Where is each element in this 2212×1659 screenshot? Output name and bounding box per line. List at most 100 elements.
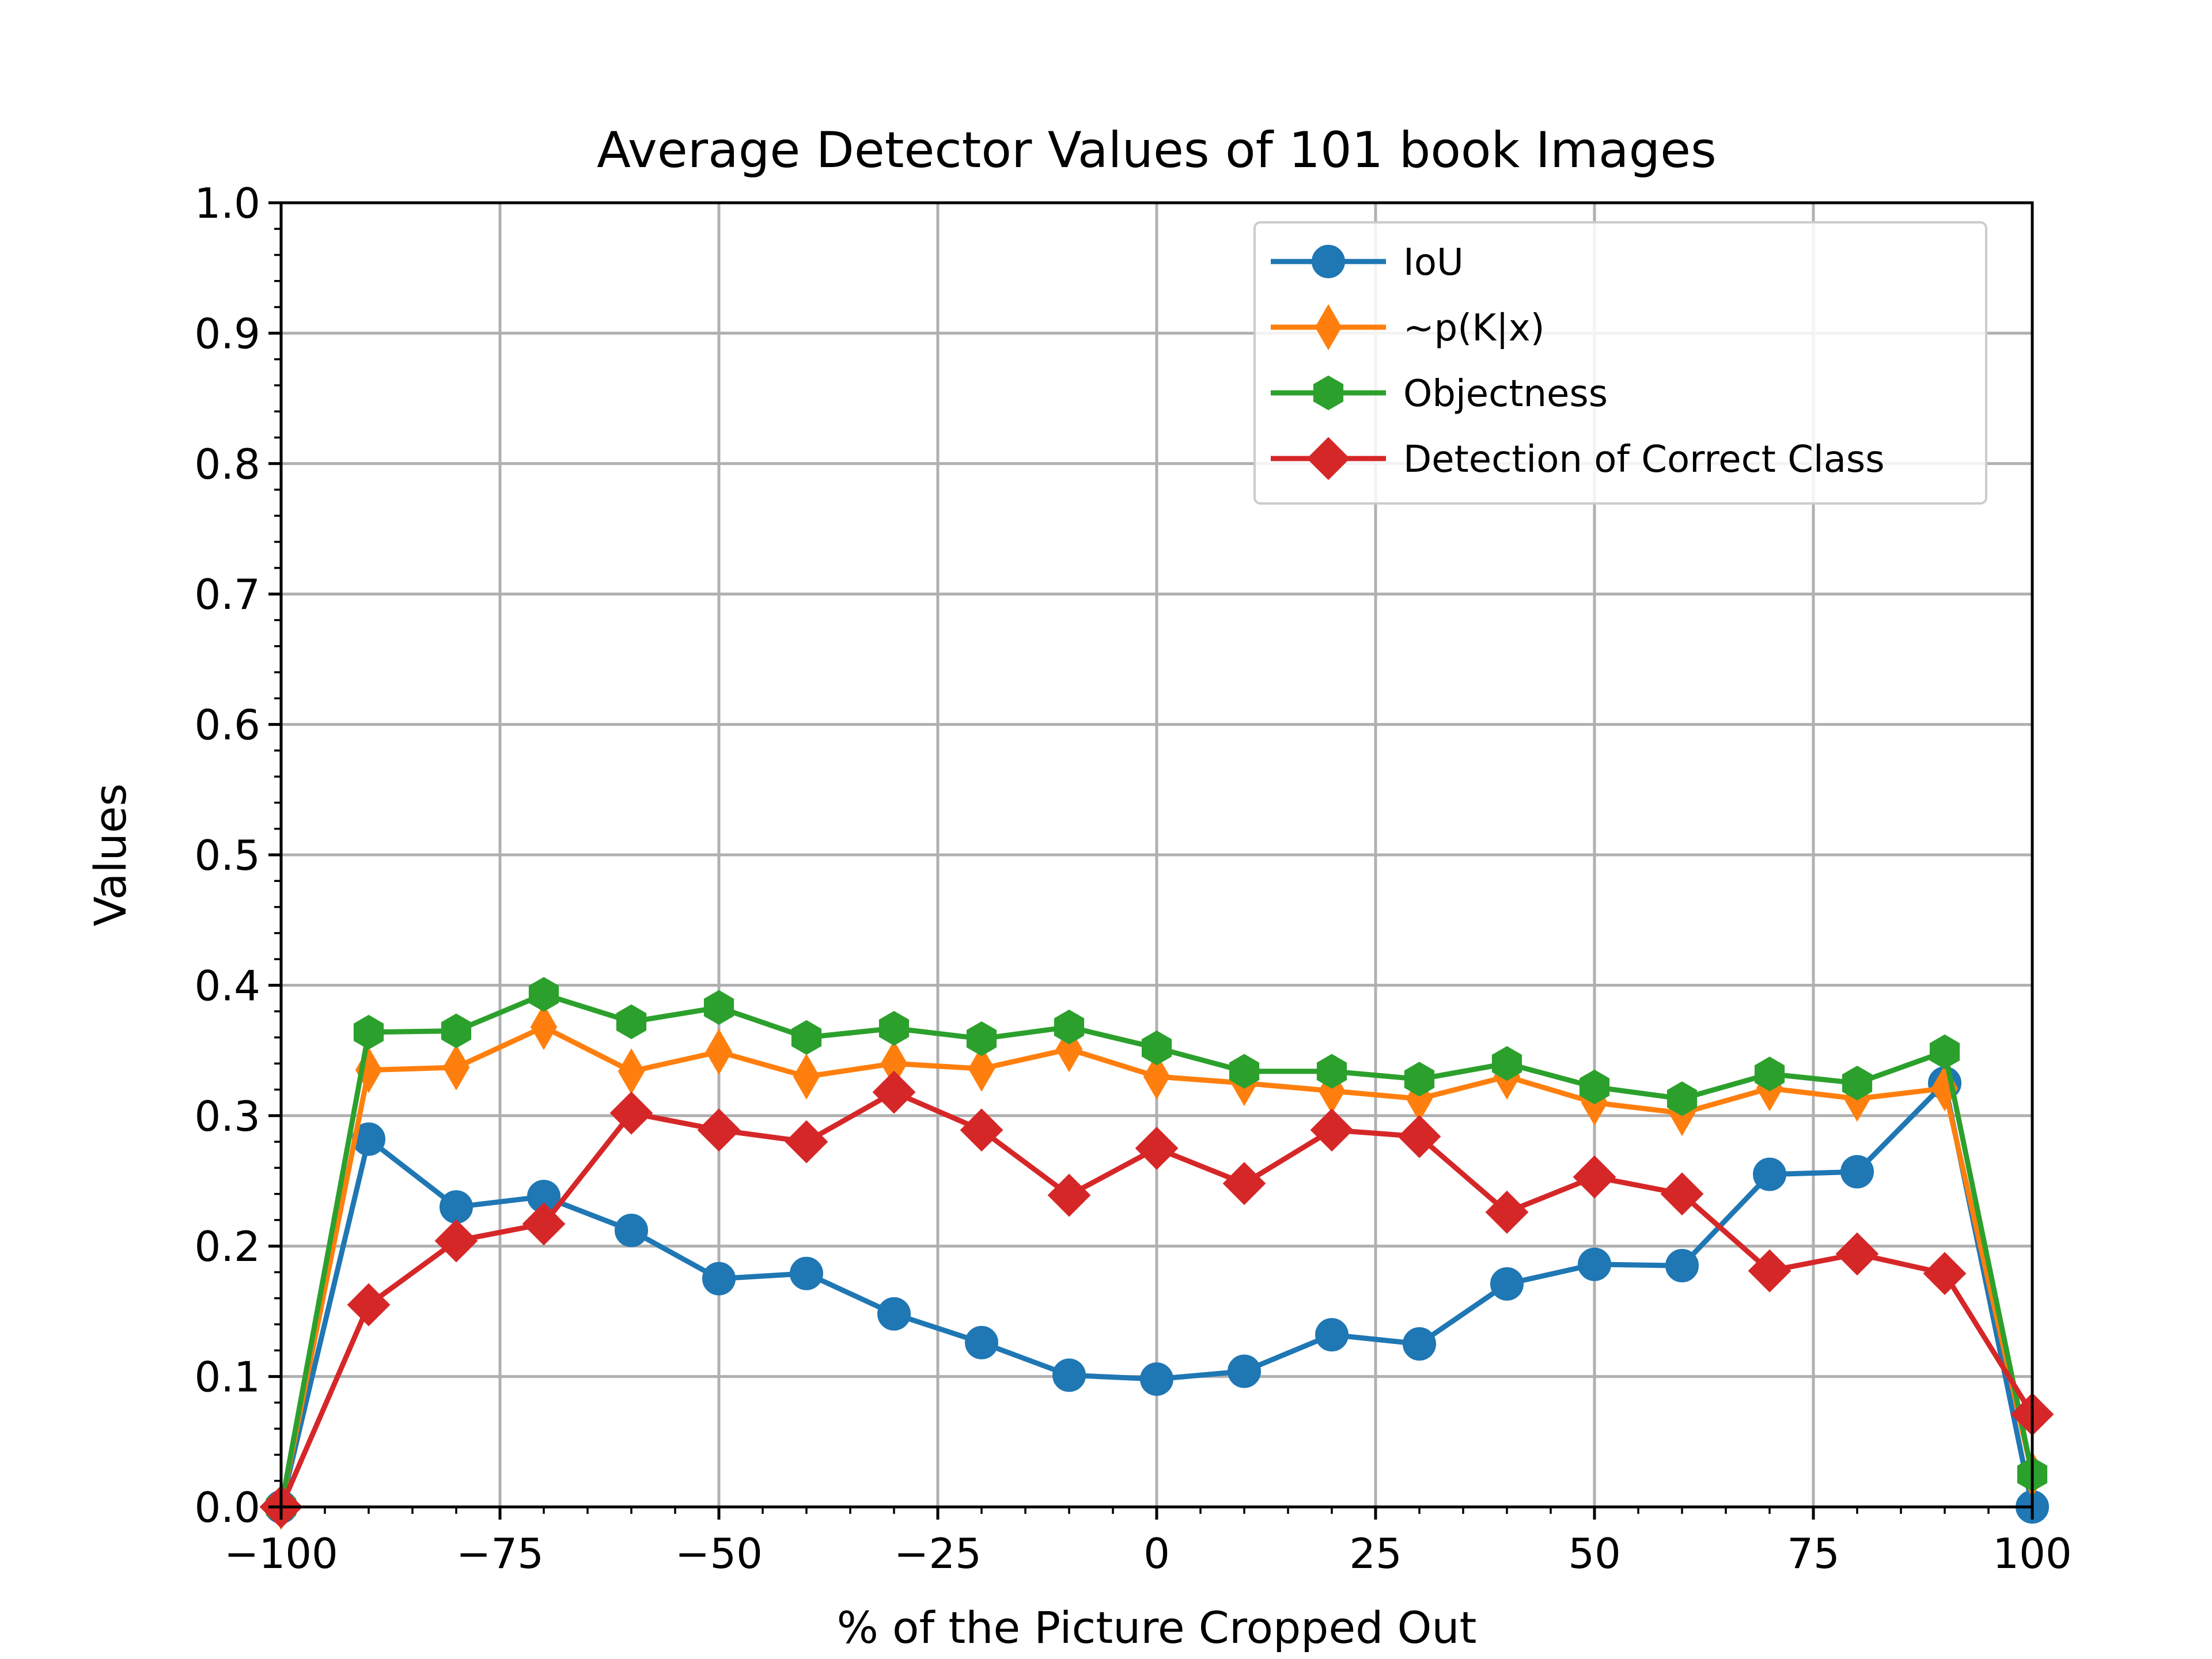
data-point bbox=[1485, 1190, 1529, 1234]
data-point bbox=[878, 1010, 910, 1046]
data-point bbox=[1748, 1249, 1791, 1293]
data-point bbox=[960, 1108, 1003, 1152]
data-point bbox=[1842, 1066, 1873, 1101]
x-tick-label: 25 bbox=[1349, 1529, 1402, 1578]
data-point bbox=[1229, 1054, 1260, 1089]
legend-label: Objectness bbox=[1403, 373, 1608, 415]
data-point bbox=[703, 990, 734, 1025]
x-tick-label: 75 bbox=[1787, 1529, 1840, 1578]
data-point bbox=[790, 1256, 823, 1290]
data-point bbox=[1404, 1062, 1435, 1097]
y-tick-label: 0.2 bbox=[194, 1222, 260, 1271]
data-point bbox=[872, 1070, 916, 1114]
data-point bbox=[705, 1028, 733, 1075]
data-point bbox=[1315, 1318, 1349, 1352]
data-point bbox=[1140, 1362, 1173, 1396]
data-point bbox=[522, 1202, 566, 1246]
legend-label: IoU bbox=[1403, 241, 1464, 284]
data-point bbox=[1228, 1354, 1261, 1388]
data-point bbox=[1754, 1056, 1785, 1092]
data-point bbox=[530, 1003, 558, 1050]
data-point bbox=[1573, 1155, 1616, 1199]
y-tick-label: 0.7 bbox=[194, 570, 260, 619]
data-point bbox=[965, 1325, 998, 1359]
series-layer bbox=[259, 977, 2054, 1530]
data-point bbox=[1929, 1034, 1960, 1070]
data-point bbox=[1666, 1081, 1698, 1116]
data-point bbox=[1310, 1108, 1354, 1152]
y-tick-label: 0.5 bbox=[194, 831, 260, 880]
data-point bbox=[615, 1214, 648, 1248]
data-point bbox=[1316, 1054, 1347, 1089]
data-point bbox=[1222, 1162, 1266, 1205]
y-tick-label: 0.4 bbox=[194, 961, 260, 1010]
data-point bbox=[1052, 1358, 1086, 1392]
data-point bbox=[1835, 1232, 1879, 1276]
data-point bbox=[1660, 1172, 1704, 1216]
data-point bbox=[1047, 1173, 1091, 1217]
data-point bbox=[609, 1091, 653, 1135]
data-point bbox=[702, 1262, 736, 1296]
x-tick-label: −75 bbox=[456, 1529, 544, 1578]
legend-label: ~p(K|x) bbox=[1403, 307, 1545, 350]
series-group bbox=[259, 1070, 2054, 1529]
y-tick-label: 1.0 bbox=[194, 179, 260, 228]
data-point bbox=[966, 1021, 997, 1056]
data-point bbox=[697, 1108, 741, 1152]
data-point bbox=[1141, 1030, 1172, 1066]
legend-marker bbox=[1313, 375, 1344, 411]
data-point bbox=[353, 1014, 384, 1050]
legend-item: IoU bbox=[1271, 241, 1464, 284]
legend-label: Detection of Correct Class bbox=[1403, 438, 1885, 481]
y-tick-label: 0.8 bbox=[194, 440, 260, 488]
x-tick-label: 50 bbox=[1568, 1529, 1621, 1578]
data-point bbox=[1397, 1115, 1441, 1158]
data-point bbox=[1579, 1069, 1610, 1105]
y-tick-label: 0.6 bbox=[194, 701, 260, 749]
data-point bbox=[1135, 1126, 1179, 1170]
axis-ticks: −100 −75 −50 −25 0 25 50 75 100 0.0 0.1 0.2 0.3 0.4 0.… bbox=[194, 179, 2071, 1578]
series-group bbox=[266, 977, 2048, 1525]
x-tick-label: −25 bbox=[894, 1529, 982, 1578]
data-point bbox=[441, 1013, 472, 1048]
data-point bbox=[1491, 1046, 1522, 1081]
data-point bbox=[877, 1297, 911, 1331]
y-tick-label: 0.0 bbox=[194, 1483, 260, 1532]
data-point bbox=[1054, 1009, 1085, 1044]
data-point bbox=[347, 1283, 391, 1327]
chart-title: Average Detector Values of 101 book Imag… bbox=[597, 122, 1717, 179]
y-tick-label: 0.3 bbox=[194, 1092, 260, 1141]
data-point bbox=[1665, 1249, 1699, 1283]
data-point bbox=[528, 977, 559, 1012]
data-point bbox=[1143, 1053, 1171, 1100]
data-point bbox=[791, 1020, 822, 1055]
x-tick-label: 0 bbox=[1143, 1529, 1170, 1578]
legend: IoU ~p(K|x) Objectness Detection of Correct… bbox=[1253, 221, 1987, 505]
data-point bbox=[793, 1053, 820, 1100]
y-tick-label: 0.9 bbox=[194, 309, 260, 358]
legend-marker bbox=[1312, 245, 1345, 278]
legend-item: Detection of Correct Class bbox=[1271, 437, 1885, 481]
data-point bbox=[442, 1044, 470, 1091]
data-point bbox=[616, 1004, 647, 1039]
y-tick-label: 0.1 bbox=[194, 1353, 260, 1402]
data-point bbox=[1490, 1267, 1524, 1301]
data-point bbox=[1578, 1247, 1611, 1281]
legend-box bbox=[1253, 221, 1987, 505]
x-tick-label: −50 bbox=[675, 1529, 763, 1578]
data-point bbox=[1753, 1157, 1786, 1191]
x-tick-label: 100 bbox=[1993, 1529, 2071, 1578]
x-tick-label: −100 bbox=[224, 1529, 338, 1578]
data-point bbox=[434, 1219, 478, 1263]
legend-item: ~p(K|x) bbox=[1271, 304, 1545, 350]
data-point bbox=[1840, 1155, 1874, 1189]
data-point bbox=[785, 1120, 828, 1164]
legend-item: Objectness bbox=[1271, 373, 1608, 415]
legend-marker bbox=[1315, 304, 1342, 350]
data-point bbox=[1403, 1327, 1436, 1361]
data-point bbox=[440, 1190, 473, 1224]
x-axis-label: % of the Picture Cropped Out bbox=[837, 1602, 1477, 1653]
legend-marker bbox=[1306, 437, 1350, 480]
y-axis-label: Values bbox=[85, 783, 136, 926]
